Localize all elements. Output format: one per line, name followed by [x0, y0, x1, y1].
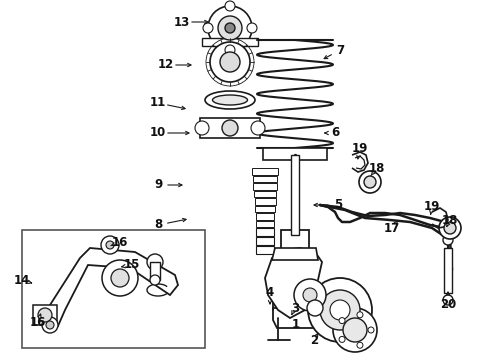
Text: 9: 9 — [154, 179, 162, 192]
Circle shape — [343, 318, 367, 342]
Text: 8: 8 — [154, 219, 162, 231]
Bar — [256, 237, 274, 245]
Polygon shape — [42, 248, 178, 326]
Circle shape — [218, 16, 242, 40]
Circle shape — [147, 254, 163, 270]
Bar — [22, 230, 205, 348]
Circle shape — [247, 23, 257, 33]
Text: 19: 19 — [424, 201, 440, 213]
Circle shape — [294, 279, 326, 311]
Circle shape — [307, 300, 323, 316]
Circle shape — [42, 317, 58, 333]
Circle shape — [203, 23, 213, 33]
Text: 17: 17 — [384, 221, 400, 234]
Circle shape — [102, 260, 138, 296]
Circle shape — [320, 290, 360, 330]
Ellipse shape — [205, 91, 255, 109]
Bar — [253, 183, 277, 190]
Circle shape — [150, 275, 160, 285]
Bar — [252, 168, 278, 175]
Circle shape — [106, 241, 114, 249]
Text: 7: 7 — [336, 44, 344, 57]
Bar — [256, 213, 274, 220]
Circle shape — [210, 42, 250, 82]
Circle shape — [330, 300, 350, 320]
Bar — [253, 175, 277, 182]
Text: 14: 14 — [14, 274, 30, 287]
Circle shape — [46, 321, 54, 329]
Bar — [263, 148, 327, 160]
Text: 4: 4 — [266, 287, 274, 300]
Text: 11: 11 — [150, 96, 166, 109]
Ellipse shape — [213, 95, 247, 105]
Polygon shape — [265, 248, 322, 318]
Bar — [33, 305, 57, 325]
Bar — [256, 220, 273, 227]
Circle shape — [444, 222, 456, 234]
Text: 16: 16 — [112, 235, 128, 248]
Bar — [150, 262, 160, 280]
Text: 12: 12 — [158, 58, 174, 72]
Circle shape — [111, 269, 129, 287]
Circle shape — [225, 1, 235, 11]
Circle shape — [439, 217, 461, 239]
Circle shape — [357, 312, 363, 318]
Polygon shape — [272, 248, 318, 260]
Bar — [256, 228, 274, 236]
Bar — [444, 248, 452, 293]
Text: 18: 18 — [369, 162, 385, 175]
Circle shape — [222, 120, 238, 136]
Text: 15: 15 — [124, 258, 140, 271]
Text: 18: 18 — [442, 213, 458, 226]
Text: 16: 16 — [30, 315, 46, 328]
Text: 5: 5 — [334, 198, 342, 211]
Circle shape — [443, 295, 453, 305]
Circle shape — [364, 176, 376, 188]
Circle shape — [208, 6, 252, 50]
Circle shape — [308, 278, 372, 342]
Text: 13: 13 — [174, 15, 190, 28]
Circle shape — [333, 308, 377, 352]
Bar — [255, 206, 275, 212]
Text: 19: 19 — [352, 141, 368, 154]
Bar — [256, 246, 274, 254]
Bar — [254, 190, 276, 197]
Circle shape — [359, 171, 381, 193]
Circle shape — [225, 23, 235, 33]
Circle shape — [220, 52, 240, 72]
Bar — [200, 118, 260, 138]
Circle shape — [195, 121, 209, 135]
Polygon shape — [273, 308, 317, 328]
Bar — [281, 230, 309, 310]
Circle shape — [38, 308, 52, 322]
Bar — [254, 198, 275, 204]
Circle shape — [443, 235, 453, 245]
Text: 2: 2 — [310, 333, 318, 346]
Text: 10: 10 — [150, 126, 166, 139]
Circle shape — [368, 327, 374, 333]
Text: 6: 6 — [331, 126, 339, 139]
Bar — [202, 38, 258, 46]
Text: 20: 20 — [440, 298, 456, 311]
Circle shape — [357, 342, 363, 348]
Circle shape — [339, 318, 345, 324]
Text: 1: 1 — [292, 319, 300, 332]
Circle shape — [339, 336, 345, 342]
Bar — [291, 155, 299, 235]
Text: 3: 3 — [291, 302, 299, 315]
Circle shape — [303, 288, 317, 302]
Circle shape — [251, 121, 265, 135]
Circle shape — [101, 236, 119, 254]
Circle shape — [225, 45, 235, 55]
